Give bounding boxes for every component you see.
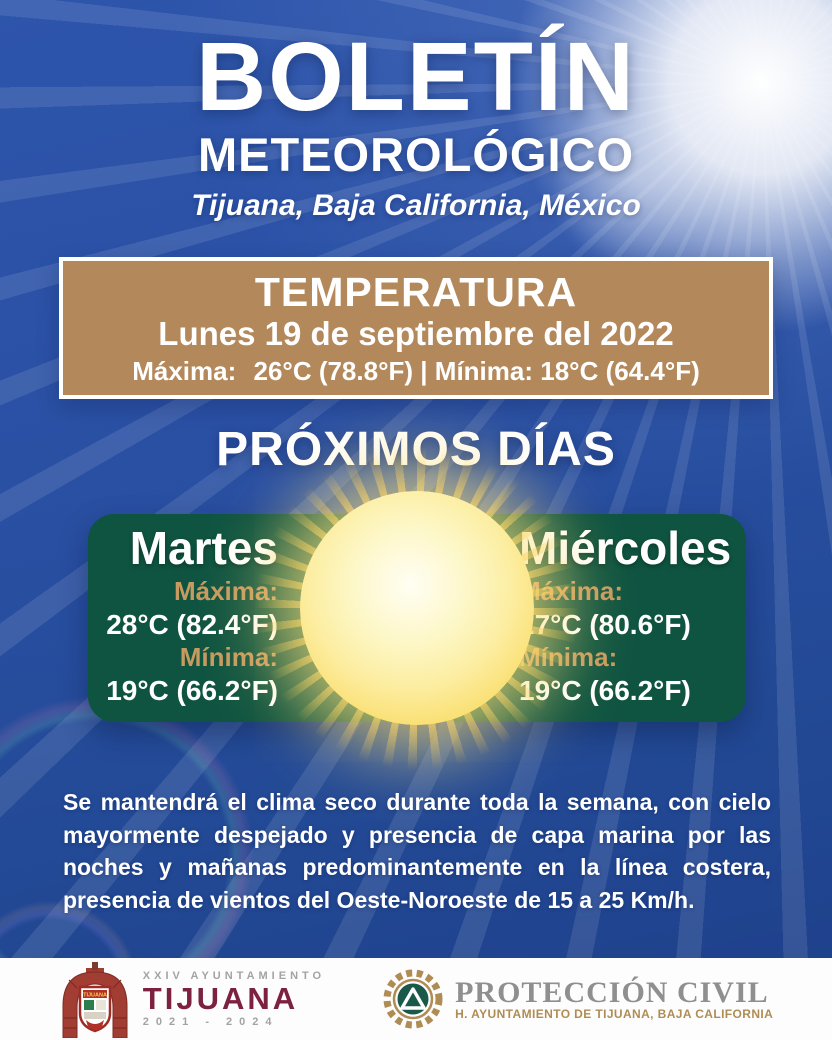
temperature-heading: TEMPERATURA [254,269,578,315]
temperature-minmax-line: Máxima: 26°C (78.8°F) | Mínima: 18°C (64… [63,355,769,388]
day-max-label: Máxima: [519,576,624,606]
day-min-value: 19°C (66.2°F) [519,675,691,707]
max-value: 26°C (78.8°F) [253,356,414,387]
header: BOLETÍN METEOROLÓGICO Tijuana, Baja Cali… [0,26,832,223]
proteccion-civil-logo-icon [383,969,443,1029]
divider: | [420,356,428,387]
day-max-label: Máxima: [173,576,278,606]
footer: TIJUANA XXIV AYUNTAMIENTO TIJUANA 2021 -… [0,958,832,1040]
day-max-value: 28°C (82.4°F) [106,608,278,640]
proteccion-civil-text: PROTECCIÓN CIVIL H. AYUNTAMIENTO DE TIJU… [455,977,773,1021]
crest-banner-text: TIJUANA [83,993,107,999]
proteccion-civil-logo-group: PROTECCIÓN CIVIL H. AYUNTAMIENTO DE TIJU… [383,969,773,1029]
tijuana-logo-text: XXIV AYUNTAMIENTO TIJUANA 2021 - 2024 [143,970,325,1028]
max-label: Máxima: [132,356,237,387]
forecast-panel: Martes Máxima: 28°C (82.4°F) Mínima: 19°… [88,514,746,722]
proteccion-civil-subtitle: H. AYUNTAMIENTO DE TIJUANA, BAJA CALIFOR… [455,1007,774,1022]
weather-summary-text: Se mantendrá el clima seco durante toda … [63,789,771,913]
administration-period: 2021 - 2024 [142,1016,279,1029]
administration-label: XXIV AYUNTAMIENTO [142,969,326,982]
min-label: Mínima: [434,356,534,387]
forecast-heading: PRÓXIMOS DÍAS [216,423,616,476]
tijuana-logo-group: TIJUANA XXIV AYUNTAMIENTO TIJUANA 2021 -… [59,960,325,1038]
day-name: Martes [129,522,278,574]
bulletin-subtitle-meteorologico: METEOROLÓGICO [198,127,634,181]
city-name: TIJUANA [142,980,299,1016]
min-value: 18°C (64.4°F) [540,356,700,387]
day-min-label: Mínima: [519,642,618,673]
day-min-label: Mínima: [179,642,278,673]
day-name: Miércoles [519,522,732,574]
forecast-day-wednesday: Miércoles Máxima: 27°C (80.6°F) Mínima: … [519,525,739,710]
forecast-day-tuesday: Martes Máxima: 28°C (82.4°F) Mínima: 19°… [94,525,278,710]
proteccion-civil-title: PROTECCIÓN CIVIL [455,975,769,1009]
tijuana-crest-icon: TIJUANA [62,962,128,1038]
location-text: Tijuana, Baja California, México [191,189,641,223]
day-max-value: 27°C (80.6°F) [519,608,691,640]
temperature-box: TEMPERATURA Lunes 19 de septiembre del 2… [59,257,773,399]
temperature-date: Lunes 19 de septiembre del 2022 [158,315,674,353]
bulletin-title: BOLETÍN [196,22,636,131]
day-min-value: 19°C (66.2°F) [106,675,278,707]
